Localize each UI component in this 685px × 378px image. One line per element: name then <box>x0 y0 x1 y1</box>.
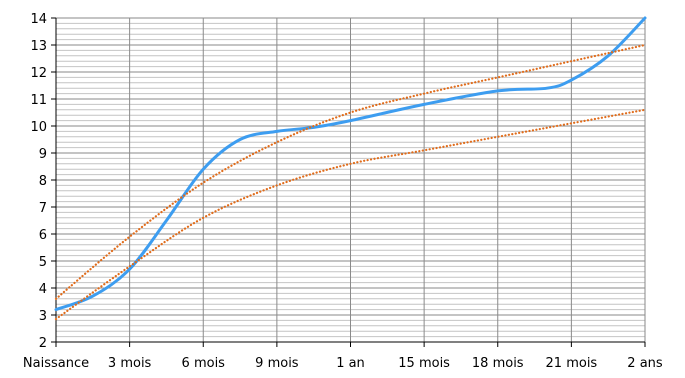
x-tick-label: 1 an <box>336 356 365 371</box>
y-tick-label: 12 <box>30 66 47 81</box>
x-tick-label: 21 mois <box>546 356 598 371</box>
y-tick-label: 7 <box>39 201 47 216</box>
x-tick-label: Naissance <box>23 356 89 371</box>
y-tick-label: 14 <box>30 12 47 27</box>
y-tick-label: 9 <box>39 147 47 162</box>
y-tick-label: 11 <box>30 93 47 108</box>
y-tick-label: 4 <box>39 282 47 297</box>
y-tick-labels: 2 3 4 5 6 7 8 9 10 11 12 13 14 <box>30 12 47 351</box>
measured-growth-line <box>54 16 647 312</box>
x-tick-label: 3 mois <box>108 356 152 371</box>
reference-curve-line-2 <box>54 108 647 321</box>
x-tick-label: 9 mois <box>255 356 299 371</box>
y-tick-label: 13 <box>30 39 47 54</box>
x-tick-label: 6 mois <box>182 356 226 371</box>
y-tick-label: 8 <box>39 174 47 189</box>
x-tick-label: 15 mois <box>398 356 450 371</box>
x-tick-label: 18 mois <box>472 356 524 371</box>
y-tick-label: 3 <box>39 309 47 324</box>
major-gridlines <box>55 17 646 343</box>
y-tick-label: 2 <box>39 336 47 351</box>
y-tick-label: 10 <box>30 120 47 135</box>
y-tick-label: 6 <box>39 228 47 243</box>
reference-curve-line-1 <box>54 43 647 300</box>
axes <box>51 17 646 347</box>
y-tick-label: 5 <box>39 255 47 270</box>
x-tick-label: 2 ans <box>627 356 663 371</box>
series-group <box>54 16 647 321</box>
x-tick-labels: Naissance 3 mois 6 mois 9 mois 1 an 15 mois 18… <box>23 356 663 371</box>
